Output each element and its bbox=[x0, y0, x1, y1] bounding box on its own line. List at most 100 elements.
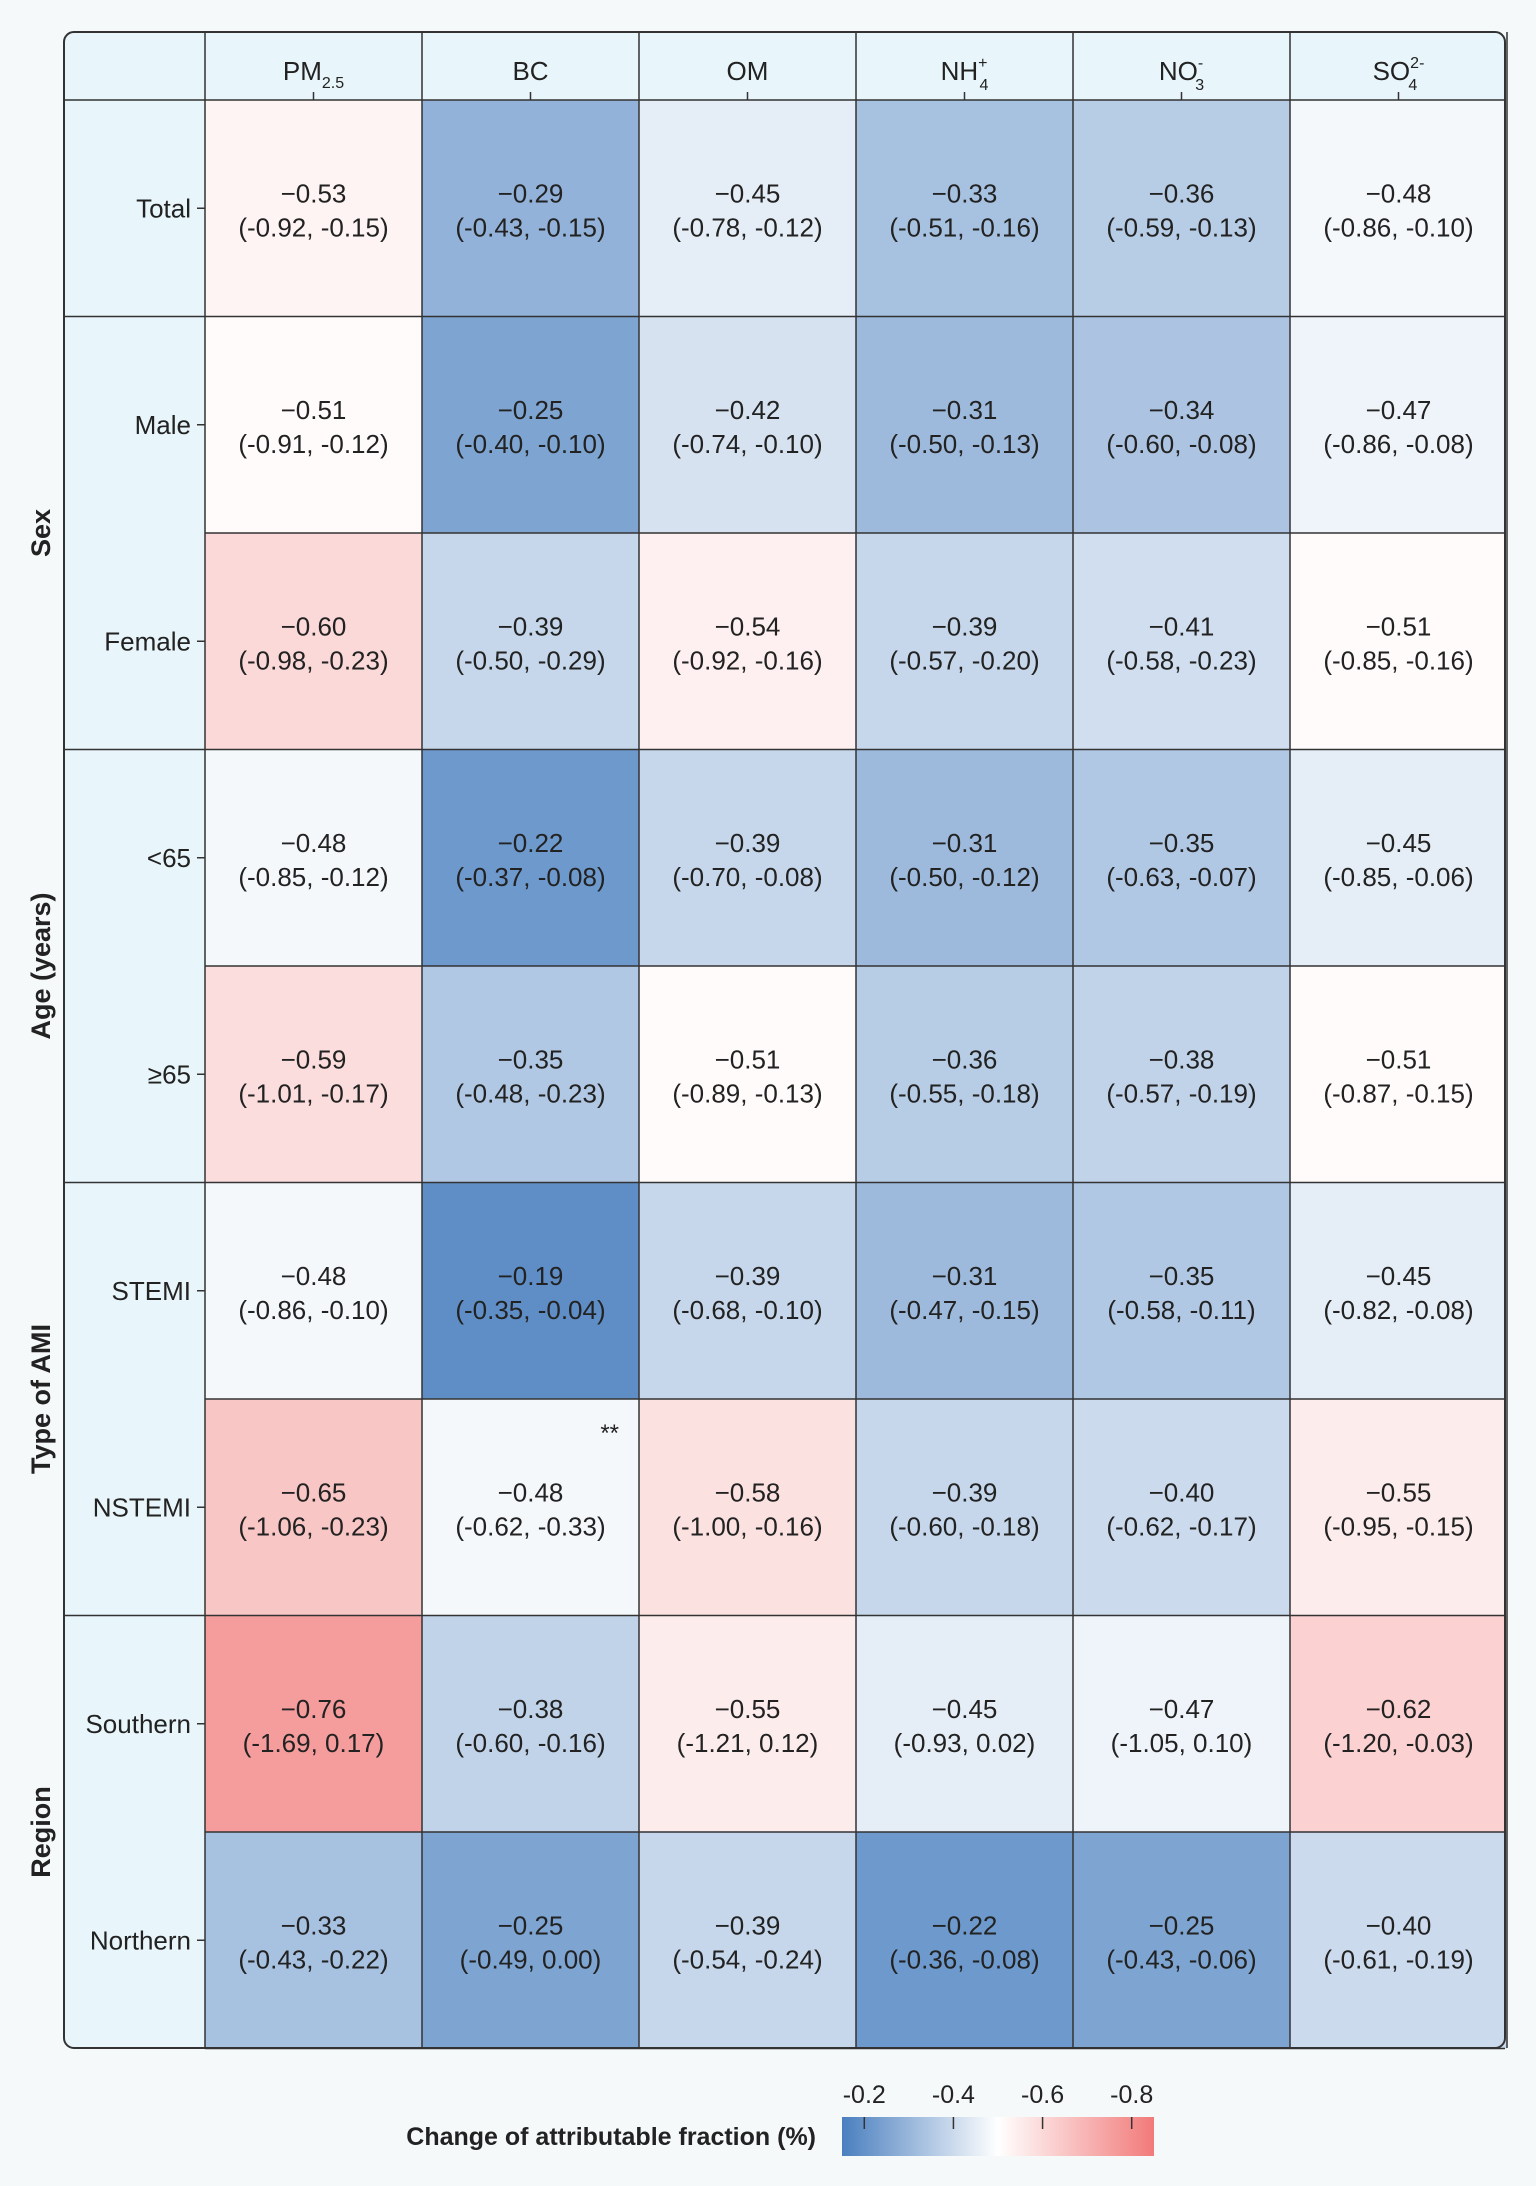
cell-value-label: −0.48 bbox=[498, 1477, 564, 1507]
heatmap-cell bbox=[422, 100, 639, 317]
significance-annotation: ** bbox=[600, 1420, 619, 1447]
column-label: BC bbox=[512, 56, 548, 86]
heatmap-cell bbox=[856, 1399, 1073, 1616]
cell-value-label: −0.38 bbox=[498, 1694, 564, 1724]
cell-ci-label: (-0.55, -0.18) bbox=[889, 1078, 1039, 1108]
cell-ci-label: (-0.87, -0.15) bbox=[1323, 1078, 1473, 1108]
cell-ci-label: (-0.35, -0.04) bbox=[455, 1295, 605, 1325]
cell-ci-label: (-0.95, -0.15) bbox=[1323, 1511, 1473, 1541]
cell-ci-label: (-0.43, -0.22) bbox=[238, 1944, 388, 1974]
cell-ci-label: (-0.49, 0.00) bbox=[460, 1944, 602, 1974]
heatmap-cell bbox=[639, 1182, 856, 1399]
column-label: NH+ 4 bbox=[941, 55, 989, 94]
heatmap-cell bbox=[422, 1182, 639, 1399]
row-label: Total bbox=[136, 193, 191, 223]
cell-ci-label: (-0.82, -0.08) bbox=[1323, 1295, 1473, 1325]
heatmap-cell bbox=[205, 749, 422, 966]
cell-ci-label: (-1.06, -0.23) bbox=[238, 1511, 388, 1541]
heatmap-cell bbox=[1073, 533, 1290, 750]
cell-ci-label: (-1.05, 0.10) bbox=[1111, 1728, 1253, 1758]
cell-value-label: −0.19 bbox=[498, 1261, 564, 1291]
cell-ci-label: (-0.48, -0.23) bbox=[455, 1078, 605, 1108]
heatmap-cell bbox=[639, 749, 856, 966]
heatmap-cell bbox=[856, 1182, 1073, 1399]
heatmap-cell bbox=[856, 316, 1073, 533]
cell-ci-label: (-0.91, -0.12) bbox=[238, 429, 388, 459]
cell-value-label: −0.39 bbox=[498, 611, 564, 641]
cell-value-label: −0.36 bbox=[1149, 178, 1215, 208]
column-label: OM bbox=[727, 56, 769, 86]
cell-ci-label: (-0.60, -0.08) bbox=[1106, 429, 1256, 459]
heatmap-cell bbox=[1073, 1615, 1290, 1832]
cell-value-label: −0.39 bbox=[932, 1477, 998, 1507]
cell-ci-label: (-0.43, -0.15) bbox=[455, 212, 605, 242]
heatmap-cell bbox=[1290, 533, 1507, 750]
group-label: Age (years) bbox=[26, 892, 56, 1039]
heatmap-cell bbox=[1290, 749, 1507, 966]
heatmap-cell bbox=[1290, 966, 1507, 1183]
cell-ci-label: (-0.85, -0.06) bbox=[1323, 862, 1473, 892]
cell-value-label: −0.76 bbox=[281, 1694, 347, 1724]
cell-value-label: −0.47 bbox=[1366, 395, 1432, 425]
cell-value-label: −0.25 bbox=[498, 1910, 564, 1940]
heatmap-cell bbox=[205, 316, 422, 533]
row-label: Male bbox=[135, 410, 191, 440]
row-label: Female bbox=[104, 626, 191, 656]
heatmap-cell bbox=[205, 1399, 422, 1616]
cell-value-label: −0.65 bbox=[281, 1477, 347, 1507]
cell-value-label: −0.35 bbox=[1149, 1261, 1215, 1291]
row-label: Northern bbox=[90, 1925, 191, 1955]
cell-ci-label: (-1.01, -0.17) bbox=[238, 1078, 388, 1108]
cell-ci-label: (-0.86, -0.10) bbox=[1323, 212, 1473, 242]
heatmap-cell bbox=[856, 1615, 1073, 1832]
heatmap-cell bbox=[856, 749, 1073, 966]
heatmap-cell bbox=[205, 1615, 422, 1832]
heatmap-cell bbox=[639, 966, 856, 1183]
cell-ci-label: (-0.54, -0.24) bbox=[672, 1944, 822, 1974]
cell-value-label: −0.45 bbox=[1366, 828, 1432, 858]
heatmap-cell bbox=[422, 533, 639, 750]
heatmap-cell bbox=[1073, 100, 1290, 317]
cell-ci-label: (-0.70, -0.08) bbox=[672, 862, 822, 892]
heatmap-cell bbox=[639, 100, 856, 317]
heatmap-cell bbox=[856, 533, 1073, 750]
cell-value-label: −0.22 bbox=[932, 1910, 998, 1940]
heatmap-cell bbox=[639, 316, 856, 533]
cell-value-label: −0.22 bbox=[498, 828, 564, 858]
row-label: ≥65 bbox=[148, 1059, 191, 1089]
cell-value-label: −0.42 bbox=[715, 395, 781, 425]
cell-ci-label: (-0.86, -0.08) bbox=[1323, 429, 1473, 459]
cell-ci-label: (-0.85, -0.12) bbox=[238, 862, 388, 892]
cell-value-label: −0.47 bbox=[1149, 1694, 1215, 1724]
heatmap-cell bbox=[1073, 1832, 1290, 2049]
heatmap-cell bbox=[1290, 1615, 1507, 1832]
heatmap-cell bbox=[422, 1399, 639, 1616]
colorbar-tick-label: -0.8 bbox=[1110, 2081, 1153, 2109]
cell-value-label: −0.55 bbox=[715, 1694, 781, 1724]
heatmap-cell bbox=[1290, 1832, 1507, 2049]
cell-value-label: −0.39 bbox=[715, 1261, 781, 1291]
cell-ci-label: (-0.51, -0.16) bbox=[889, 212, 1039, 242]
cell-value-label: −0.31 bbox=[932, 828, 998, 858]
heatmap-cell bbox=[1290, 1399, 1507, 1616]
cell-value-label: −0.48 bbox=[281, 828, 347, 858]
column-label: SO2-4 bbox=[1373, 55, 1425, 94]
cell-ci-label: (-0.62, -0.17) bbox=[1106, 1511, 1256, 1541]
cell-value-label: −0.54 bbox=[715, 611, 781, 641]
colorbar bbox=[842, 2117, 1154, 2156]
cell-ci-label: (-0.50, -0.12) bbox=[889, 862, 1039, 892]
heatmap-cell bbox=[639, 1832, 856, 2049]
heatmap-cell bbox=[856, 100, 1073, 317]
cell-ci-label: (-1.20, -0.03) bbox=[1323, 1728, 1473, 1758]
cell-value-label: −0.34 bbox=[1149, 395, 1215, 425]
heatmap-cell bbox=[422, 316, 639, 533]
cell-value-label: −0.48 bbox=[281, 1261, 347, 1291]
heatmap-cell bbox=[856, 966, 1073, 1183]
cell-ci-label: (-0.43, -0.06) bbox=[1106, 1944, 1256, 1974]
cell-ci-label: (-0.93, 0.02) bbox=[894, 1728, 1036, 1758]
heatmap-cell bbox=[422, 1832, 639, 2049]
cell-value-label: −0.55 bbox=[1366, 1477, 1432, 1507]
heatmap-cell bbox=[205, 1182, 422, 1399]
cell-value-label: −0.31 bbox=[932, 395, 998, 425]
cell-ci-label: (-0.50, -0.13) bbox=[889, 429, 1039, 459]
